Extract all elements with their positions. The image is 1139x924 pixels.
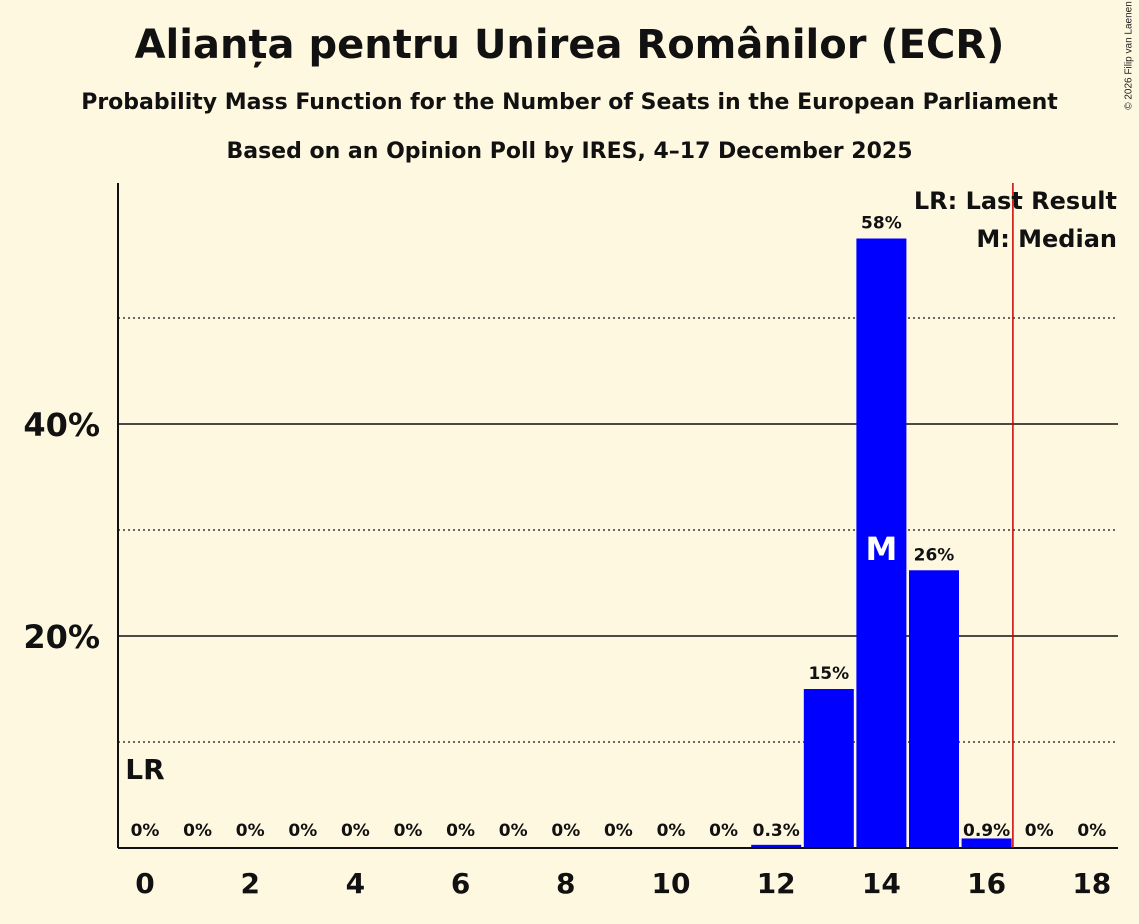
data-label-16: 0.9% (963, 821, 1010, 841)
data-label-14: 58% (861, 214, 902, 234)
data-label-6: 0% (446, 821, 475, 841)
data-label-7: 0% (499, 821, 528, 841)
bar-15 (909, 570, 959, 848)
chart-subtitle: Probability Mass Function for the Number… (81, 90, 1058, 115)
bar-12 (751, 844, 802, 848)
x-tick-label-14: 14 (862, 867, 901, 900)
data-label-12: 0.3% (753, 821, 800, 841)
chart-title: Alianța pentru Unirea Românilor (ECR) (134, 22, 1005, 68)
data-label-10: 0% (657, 821, 686, 841)
data-label-8: 0% (551, 821, 580, 841)
bar-16 (961, 838, 1012, 848)
x-tick-label-8: 8 (556, 867, 575, 900)
y-tick-label-40: 40% (23, 406, 100, 444)
data-label-9: 0% (604, 821, 633, 841)
last-result-marker: LR (125, 753, 164, 786)
data-label-5: 0% (394, 821, 423, 841)
data-label-4: 0% (341, 821, 370, 841)
x-tick-label-16: 16 (967, 867, 1006, 900)
legend-entry-0: LR: Last Result (914, 187, 1117, 215)
x-tick-label-2: 2 (240, 867, 259, 900)
x-tick-label-12: 12 (757, 867, 796, 900)
chart-subtitle-poll: Based on an Opinion Poll by IRES, 4–17 D… (226, 139, 913, 164)
data-label-18: 0% (1077, 821, 1106, 841)
data-label-3: 0% (288, 821, 317, 841)
bar-14 (856, 238, 907, 848)
data-label-1: 0% (183, 821, 212, 841)
data-label-0: 0% (131, 821, 160, 841)
x-tick-label-0: 0 (135, 867, 154, 900)
x-tick-label-4: 4 (346, 867, 365, 900)
data-label-15: 26% (914, 545, 955, 565)
data-label-11: 0% (709, 821, 738, 841)
data-label-13: 15% (808, 664, 849, 684)
legend-entry-1: M: Median (976, 225, 1117, 253)
x-tick-label-10: 10 (652, 867, 691, 900)
data-label-2: 0% (236, 821, 265, 841)
bar-13 (803, 689, 854, 848)
x-tick-label-18: 18 (1072, 867, 1111, 900)
data-label-17: 0% (1025, 821, 1054, 841)
y-tick-label-20: 20% (23, 618, 100, 656)
median-marker: M (865, 530, 897, 568)
x-tick-label-6: 6 (451, 867, 470, 900)
